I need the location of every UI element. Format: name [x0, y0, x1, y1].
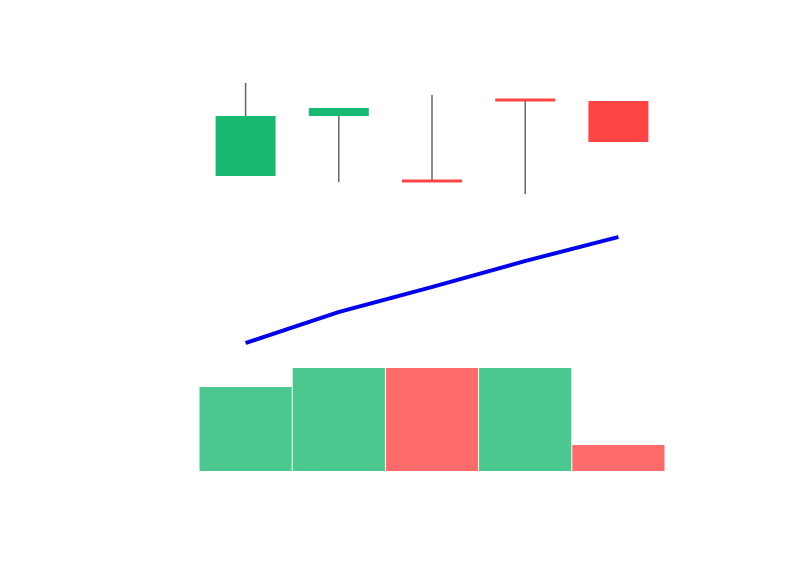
candle-body — [308, 108, 369, 116]
bar — [572, 445, 665, 471]
line — [244, 235, 619, 345]
bar — [385, 368, 479, 471]
candle-body — [402, 179, 462, 183]
bar — [479, 368, 572, 471]
bar — [292, 368, 385, 471]
candle-body — [215, 116, 276, 176]
candle-body — [588, 101, 649, 142]
candle-body — [495, 98, 556, 102]
bar — [199, 387, 292, 471]
